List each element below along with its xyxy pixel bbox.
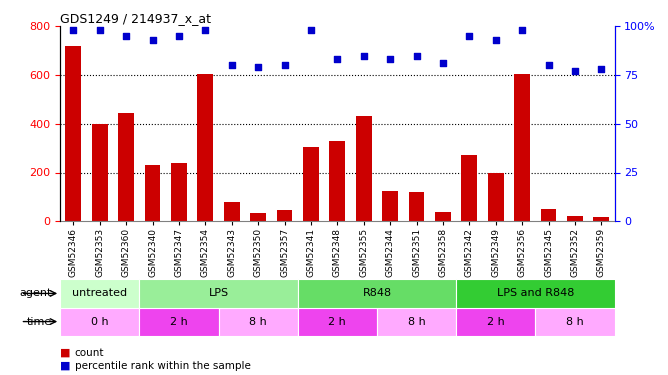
Bar	[435, 212, 451, 221]
Bar	[224, 202, 240, 221]
Text: 2 h: 2 h	[329, 316, 346, 327]
Bar	[303, 147, 319, 221]
Text: 0 h: 0 h	[91, 316, 108, 327]
Point	[68, 27, 79, 33]
Point	[253, 64, 263, 70]
Bar	[144, 165, 160, 221]
Bar	[514, 74, 530, 221]
Bar	[277, 210, 293, 221]
Bar	[298, 308, 377, 336]
Bar	[456, 279, 615, 308]
Bar	[488, 172, 504, 221]
Bar	[60, 308, 140, 336]
Point	[596, 66, 607, 72]
Point	[438, 60, 448, 66]
Bar	[567, 216, 583, 221]
Point	[121, 33, 132, 39]
Bar	[65, 46, 81, 221]
Bar	[218, 308, 298, 336]
Bar	[377, 308, 456, 336]
Bar	[140, 279, 298, 308]
Point	[385, 56, 395, 62]
Bar	[171, 164, 187, 221]
Point	[543, 62, 554, 68]
Bar	[92, 124, 108, 221]
Bar	[118, 113, 134, 221]
Point	[174, 33, 184, 39]
Text: percentile rank within the sample: percentile rank within the sample	[75, 361, 250, 370]
Bar	[198, 74, 213, 221]
Point	[332, 56, 343, 62]
Point	[200, 27, 210, 33]
Point	[279, 62, 290, 68]
Text: agent: agent	[20, 288, 52, 298]
Point	[94, 27, 105, 33]
Bar	[593, 217, 609, 221]
Text: 8 h: 8 h	[249, 316, 267, 327]
Text: 2 h: 2 h	[170, 316, 188, 327]
Point	[411, 53, 422, 58]
Point	[359, 53, 369, 58]
Text: GDS1249 / 214937_x_at: GDS1249 / 214937_x_at	[60, 12, 211, 25]
Text: 8 h: 8 h	[566, 316, 584, 327]
Bar	[60, 279, 140, 308]
Bar	[540, 209, 556, 221]
Text: time: time	[27, 316, 52, 327]
Bar	[329, 141, 345, 221]
Point	[570, 68, 580, 74]
Text: LPS: LPS	[208, 288, 228, 298]
Bar	[462, 155, 477, 221]
Text: count: count	[75, 348, 104, 357]
Bar	[250, 213, 266, 221]
Bar	[140, 308, 218, 336]
Point	[464, 33, 475, 39]
Bar	[456, 308, 535, 336]
Bar	[409, 192, 424, 221]
Point	[517, 27, 528, 33]
Bar	[298, 279, 456, 308]
Bar	[382, 191, 398, 221]
Text: 8 h: 8 h	[407, 316, 426, 327]
Point	[226, 62, 237, 68]
Bar	[356, 116, 371, 221]
Text: ■: ■	[60, 348, 71, 357]
Text: 2 h: 2 h	[487, 316, 504, 327]
Text: LPS and R848: LPS and R848	[497, 288, 574, 298]
Text: untreated: untreated	[72, 288, 128, 298]
Text: R848: R848	[362, 288, 391, 298]
Point	[490, 37, 501, 43]
Point	[147, 37, 158, 43]
Text: ■: ■	[60, 361, 71, 370]
Bar	[535, 308, 615, 336]
Point	[305, 27, 316, 33]
